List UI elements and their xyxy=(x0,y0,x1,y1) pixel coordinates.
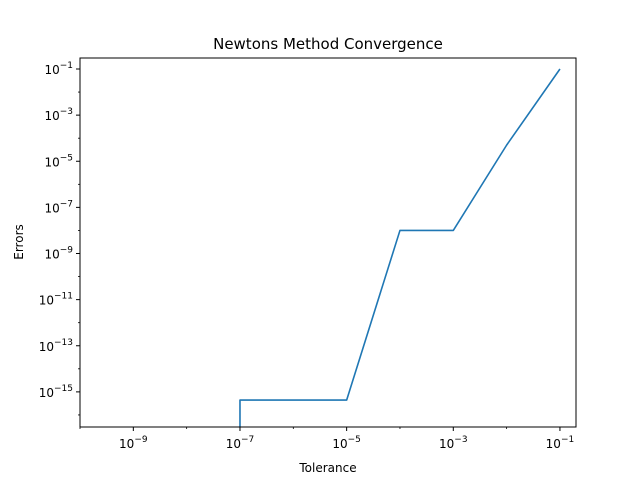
chart-title: Newtons Method Convergence xyxy=(213,35,443,53)
x-tick-label: 10−7 xyxy=(226,435,255,451)
y-tick-label: 10−3 xyxy=(44,107,73,123)
x-axis-label: Tolerance xyxy=(298,461,356,475)
x-tick-label: 10−5 xyxy=(332,435,361,451)
x-tick-label: 10−1 xyxy=(546,435,575,451)
series-line-1 xyxy=(239,68,561,427)
y-axis-ticks: 10−1 10−3 10−5 10−7 10−9 10−11 10−13 10−15 xyxy=(39,61,80,416)
y-axis-label: Errors xyxy=(12,224,26,260)
x-tick-label: 10−9 xyxy=(119,435,148,451)
x-tick-label: 10−3 xyxy=(439,435,468,451)
y-tick-label: 10−11 xyxy=(39,292,73,308)
y-tick-label: 10−13 xyxy=(39,338,73,354)
y-tick-label: 10−15 xyxy=(39,384,73,400)
y-tick-label: 10−5 xyxy=(44,153,73,169)
plot-area xyxy=(239,68,561,427)
x-axis-ticks: 10−9 10−7 10−5 10−3 10−1 xyxy=(79,427,575,451)
y-tick-label: 10−9 xyxy=(44,246,73,262)
y-tick-label: 10−7 xyxy=(44,199,73,215)
plot-frame xyxy=(79,57,577,428)
y-tick-label: 10−1 xyxy=(44,61,73,77)
